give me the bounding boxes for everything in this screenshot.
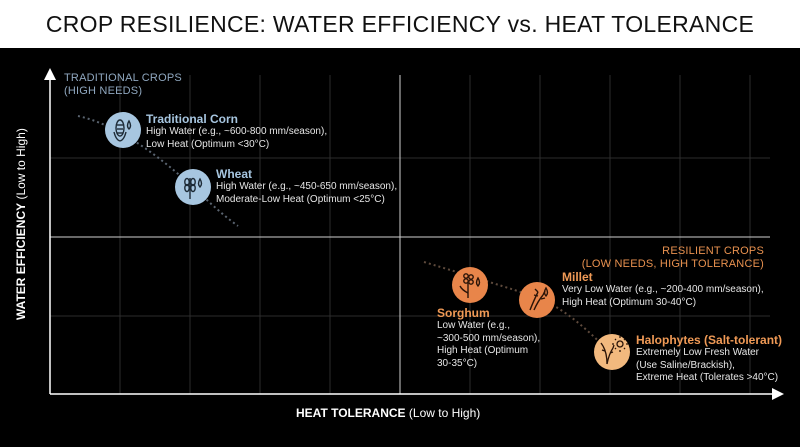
halophyte-sun-icon [600, 336, 628, 365]
halophyte-marker [594, 334, 630, 370]
crop-name-wheat: Wheat [216, 167, 252, 181]
quadrant-label-resilient-line2: (LOW NEEDS, HIGH TOLERANCE) [581, 258, 764, 270]
quadrant-label-resilient-line1: RESILIENT CROPS [662, 245, 764, 257]
x-axis-title: HEAT TOLERANCE (Low to High) [296, 406, 480, 420]
crop-label-corn: Traditional Corn High Water (e.g., ~600-… [146, 112, 327, 151]
grid-lines [50, 75, 770, 394]
crop-name-corn: Traditional Corn [146, 112, 239, 126]
y-axis-title-bold: WATER EFFICIENCY [14, 202, 28, 320]
wheat-marker [175, 169, 211, 205]
sorghum-marker [452, 267, 488, 303]
crop-label-wheat: Wheat High Water (e.g., ~450-650 mm/seas… [216, 167, 397, 206]
crop-description-sorghum: Low Water (e.g., ~300-500 mm/season), Hi… [437, 320, 541, 369]
quadrant-label-traditional: TRADITIONAL CROPS (HIGH NEEDS) [64, 72, 182, 98]
crop-label-millet: Millet Very Low Water (e.g., ~200-400 mm… [562, 270, 764, 309]
crop-description-wheat: High Water (e.g., ~450-650 mm/season), M… [216, 181, 398, 205]
crop-description-corn: High Water (e.g., ~600-800 mm/season), L… [146, 126, 328, 150]
crop-name-millet: Millet [562, 270, 593, 284]
sorghum-icon [459, 273, 481, 298]
x-axis-title-bold: HEAT TOLERANCE [296, 406, 406, 420]
corn-marker [105, 112, 141, 148]
millet-icon [529, 286, 549, 311]
quadrant-label-resilient: RESILIENT CROPS (LOW NEEDS, HIGH TOLERAN… [582, 245, 764, 271]
x-axis-title-rest: (Low to High) [405, 406, 481, 420]
millet-marker [519, 282, 555, 318]
quadrant-diagram [44, 68, 784, 400]
diagram-panel: TRADITIONAL CROPS (HIGH NEEDS) RESILIENT… [0, 48, 800, 447]
y-axis-title-rest: (Low to High) [14, 128, 28, 203]
quadrant-label-traditional-line2: (HIGH NEEDS) [64, 85, 143, 97]
quadrant-label-traditional-line1: TRADITIONAL CROPS [64, 72, 182, 84]
crop-description-halophytes: Extremely Low Fresh Water (Use Saline/Br… [636, 347, 779, 383]
wheat-icon [184, 177, 203, 199]
crop-label-sorghum: Sorghum Low Water (e.g., ~300-500 mm/sea… [437, 306, 540, 370]
crop-description-millet: Very Low Water (e.g., ~200-400 mm/season… [562, 284, 764, 308]
page-title: CROP RESILIENCE: WATER EFFICIENCY vs. HE… [0, 0, 800, 48]
corn-icon [113, 119, 132, 142]
y-axis-title: WATER EFFICIENCY (Low to High) [14, 128, 30, 320]
crop-label-halophytes: Halophytes (Salt-tolerant) Extremely Low… [636, 333, 782, 385]
crop-name-sorghum: Sorghum [437, 306, 490, 320]
crop-name-halophytes: Halophytes (Salt-tolerant) [636, 333, 783, 347]
